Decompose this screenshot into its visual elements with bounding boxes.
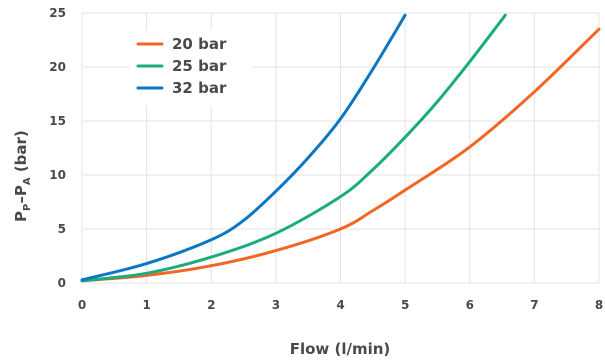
x-tick-label: 7 [530,298,538,312]
x-tick-label: 3 [272,298,280,312]
legend-label-25-bar: 25 bar [172,57,227,75]
x-tick-label: 0 [78,298,86,312]
x-tick-label: 5 [401,298,409,312]
series-line-25-bar [80,13,507,283]
y-axis-ticks: 0 5 10 15 20 25 [49,6,66,290]
series-line-32-bar [80,13,407,282]
x-axis-ticks: 0 1 2 3 4 5 6 7 8 [78,298,603,312]
legend-label-20-bar: 20 bar [172,35,227,53]
x-axis-label: Flow (l/min) [290,340,391,358]
y-tick-label: 25 [49,6,66,20]
y-axis-label: PP–PA (bar) [12,130,33,222]
x-tick-label: 4 [336,298,344,312]
y-tick-label: 5 [58,222,66,236]
y-tick-label: 15 [49,114,66,128]
y-tick-label: 20 [49,60,66,74]
series-lines [80,13,601,283]
legend-label-32-bar: 32 bar [172,79,227,97]
series-line-20-bar [80,27,601,283]
y-tick-label: 0 [58,276,66,290]
y-tick-label: 10 [49,168,66,182]
x-tick-label: 1 [142,298,150,312]
x-tick-label: 8 [595,298,603,312]
x-tick-label: 2 [207,298,215,312]
x-tick-label: 6 [466,298,474,312]
legend: 20 bar 25 bar 32 bar [130,30,252,106]
